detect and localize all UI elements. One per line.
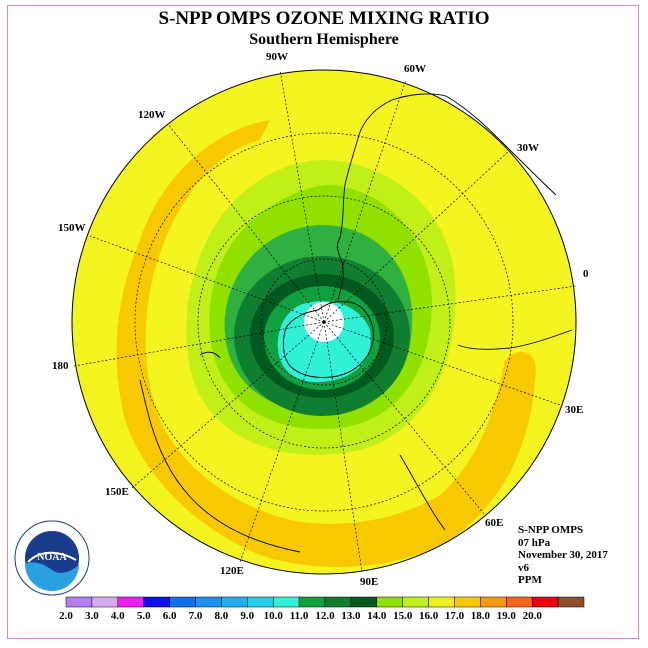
map-subtitle: Southern Hemisphere — [249, 31, 399, 48]
info-instrument: S-NPP OMPS — [518, 524, 584, 536]
colorbar-swatch — [506, 596, 533, 608]
info-pressure: 07 hPa — [518, 536, 551, 549]
info-units: PPM — [518, 574, 542, 586]
lon-label-180: 180 — [52, 360, 69, 372]
colorbar-label: 4.0 — [111, 610, 125, 622]
lon-label-150w: 150W — [58, 222, 86, 234]
colorbar: 2.0 3.0 4.0 5.0 6.0 7.0 8.0 9.0 10.0 11.0 12.0 13.0… — [59, 596, 585, 622]
lon-label-120e: 120E — [220, 565, 244, 577]
noaa-logo: NOAA — [14, 520, 90, 596]
lon-label-90e: 90E — [360, 576, 379, 588]
noaa-logo-text: NOAA — [37, 552, 67, 563]
meridians — [73, 69, 577, 573]
colorbar-swatch — [454, 596, 481, 608]
colorbar-swatch — [143, 596, 170, 608]
colorbar-label: 9.0 — [240, 610, 254, 622]
lon-label-0: 0 — [583, 268, 589, 280]
colorbar-swatch — [376, 596, 403, 608]
lon-label-30w: 30W — [517, 142, 539, 154]
colorbar-label: 7.0 — [189, 610, 203, 622]
lon-label-150e: 150E — [105, 486, 129, 498]
map-boundary — [71, 69, 577, 575]
colorbar-label: 14.0 — [367, 610, 387, 622]
map-title: S-NPP OMPS OZONE MIXING RATIO — [158, 8, 490, 29]
colorbar-label: 3.0 — [85, 610, 99, 622]
colorbar-swatch — [117, 596, 144, 608]
lon-label-60w: 60W — [404, 63, 426, 75]
colorbar-swatch — [195, 596, 222, 608]
colorbar-swatch — [531, 596, 559, 608]
coastlines — [139, 93, 573, 553]
lon-label-60e: 60E — [485, 517, 504, 529]
colorbar-swatch — [169, 596, 196, 608]
colorbar-swatch — [557, 596, 585, 608]
colorbar-label: 15.0 — [393, 610, 413, 622]
colorbar-swatch — [480, 596, 507, 608]
colorbar-swatch — [91, 596, 119, 608]
colorbar-label: 16.0 — [419, 610, 439, 622]
colorbar-swatch — [298, 596, 326, 608]
info-date: November 30, 2017 — [518, 549, 608, 561]
colorbar-label: 11.0 — [290, 610, 309, 622]
colorbar-swatch — [350, 596, 378, 608]
colorbar-label: 10.0 — [264, 610, 284, 622]
colorbar-label: 12.0 — [315, 610, 335, 622]
colorbar-swatch — [65, 596, 93, 608]
colorbar-label: 13.0 — [341, 610, 361, 622]
lon-label-30e: 30E — [565, 404, 584, 416]
info-block: S-NPP OMPS 07 hPa November 30, 2017 v6 P… — [518, 524, 608, 587]
colorbar-swatch — [402, 596, 429, 608]
lon-label-120w: 120W — [138, 109, 166, 121]
colorbar-swatch — [428, 596, 455, 608]
colorbar-label: 19.0 — [497, 610, 517, 622]
colorbar-label: 8.0 — [215, 610, 229, 622]
colorbar-label: 2.0 — [59, 610, 73, 622]
latitude-circles — [134, 132, 514, 512]
colorbar-label: 20.0 — [523, 610, 543, 622]
colorbar-label: 17.0 — [445, 610, 465, 622]
info-version: v6 — [518, 561, 529, 574]
colorbar-swatch — [272, 596, 300, 608]
colorbar-swatch — [247, 596, 274, 608]
colorbar-swatch — [221, 596, 248, 608]
map-frame — [7, 5, 639, 639]
colorbar-label: 5.0 — [137, 610, 151, 622]
colorbar-label: 6.0 — [163, 610, 177, 622]
lon-label-90w: 90W — [266, 51, 288, 63]
colorbar-label: 18.0 — [471, 610, 491, 622]
south-pole-dot — [322, 320, 326, 324]
colorbar-swatch — [324, 596, 352, 608]
